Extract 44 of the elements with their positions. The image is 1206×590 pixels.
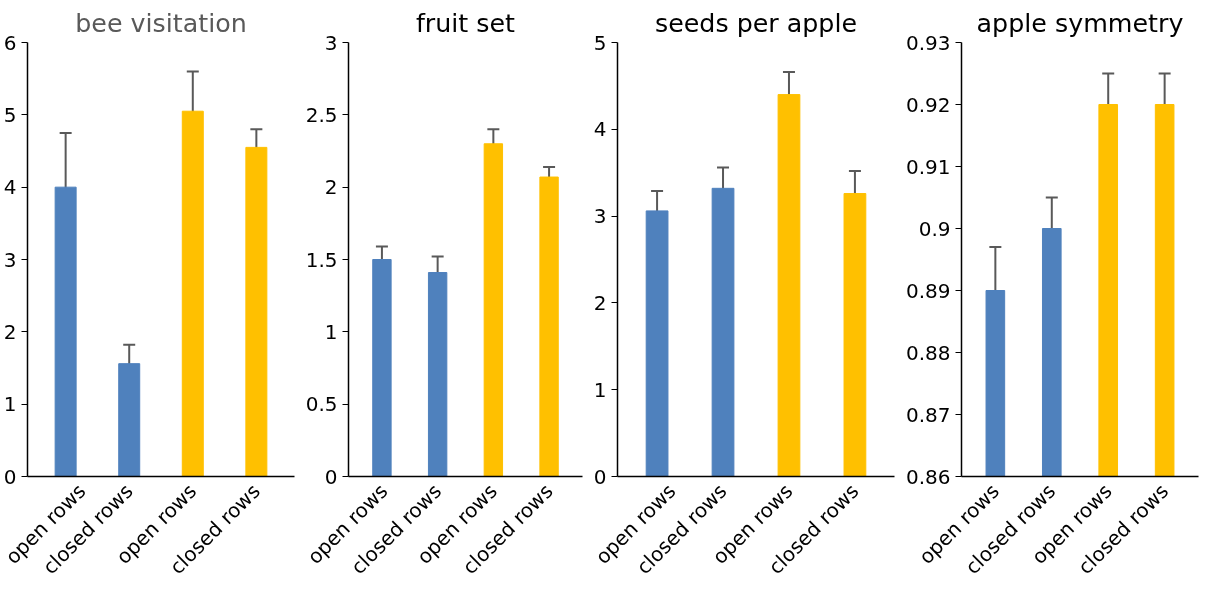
y-tick-label: 0.93	[905, 30, 951, 55]
bar	[118, 363, 141, 477]
bar	[843, 193, 867, 477]
bar	[483, 143, 504, 477]
bar	[372, 259, 392, 477]
y-tick-label: 3	[593, 204, 607, 229]
y-tick-label: 1	[324, 319, 338, 344]
y-tick-label: 1	[3, 392, 17, 417]
y-tick-label: 0.9	[918, 216, 951, 241]
y-tick-label: 3	[3, 247, 17, 272]
bar	[777, 94, 801, 477]
y-tick-label: 2.5	[305, 102, 338, 127]
y-tick-label: 0.87	[905, 402, 951, 427]
bar	[54, 186, 77, 477]
y-tick-label: 1.5	[305, 247, 338, 272]
bar	[181, 110, 204, 477]
y-tick-label: 0.91	[905, 154, 951, 179]
y-tick-label: 0.5	[305, 392, 338, 417]
chart-title: bee visitation	[75, 7, 247, 38]
y-tick-label: 5	[3, 102, 17, 127]
chart-title: fruit set	[415, 7, 516, 38]
y-tick-label: 0.88	[905, 340, 951, 365]
y-tick-label: 4	[3, 175, 17, 200]
y-tick-label: 2	[3, 319, 17, 344]
bar	[245, 146, 268, 477]
bar	[427, 272, 448, 477]
y-tick-label: 0.86	[905, 464, 951, 489]
y-tick-label: 0	[324, 464, 338, 489]
bar	[711, 187, 735, 477]
y-tick-label: 5	[593, 30, 607, 55]
y-tick-label: 0	[3, 464, 17, 489]
chart-title: seeds per apple	[654, 7, 858, 38]
y-tick-label: 2	[593, 290, 607, 315]
y-tick-label: 3	[324, 30, 338, 55]
y-tick-label: 0.92	[905, 92, 951, 117]
bar	[645, 210, 669, 477]
chart-title: apple symmetry	[976, 7, 1184, 38]
y-tick-label: 6	[3, 30, 17, 55]
y-tick-label: 2	[324, 175, 338, 200]
bar	[539, 176, 559, 477]
y-tick-label: 0	[593, 464, 607, 489]
y-tick-label: 0.89	[905, 278, 951, 303]
y-tick-label: 1	[593, 377, 607, 402]
y-tick-label: 4	[593, 117, 607, 142]
